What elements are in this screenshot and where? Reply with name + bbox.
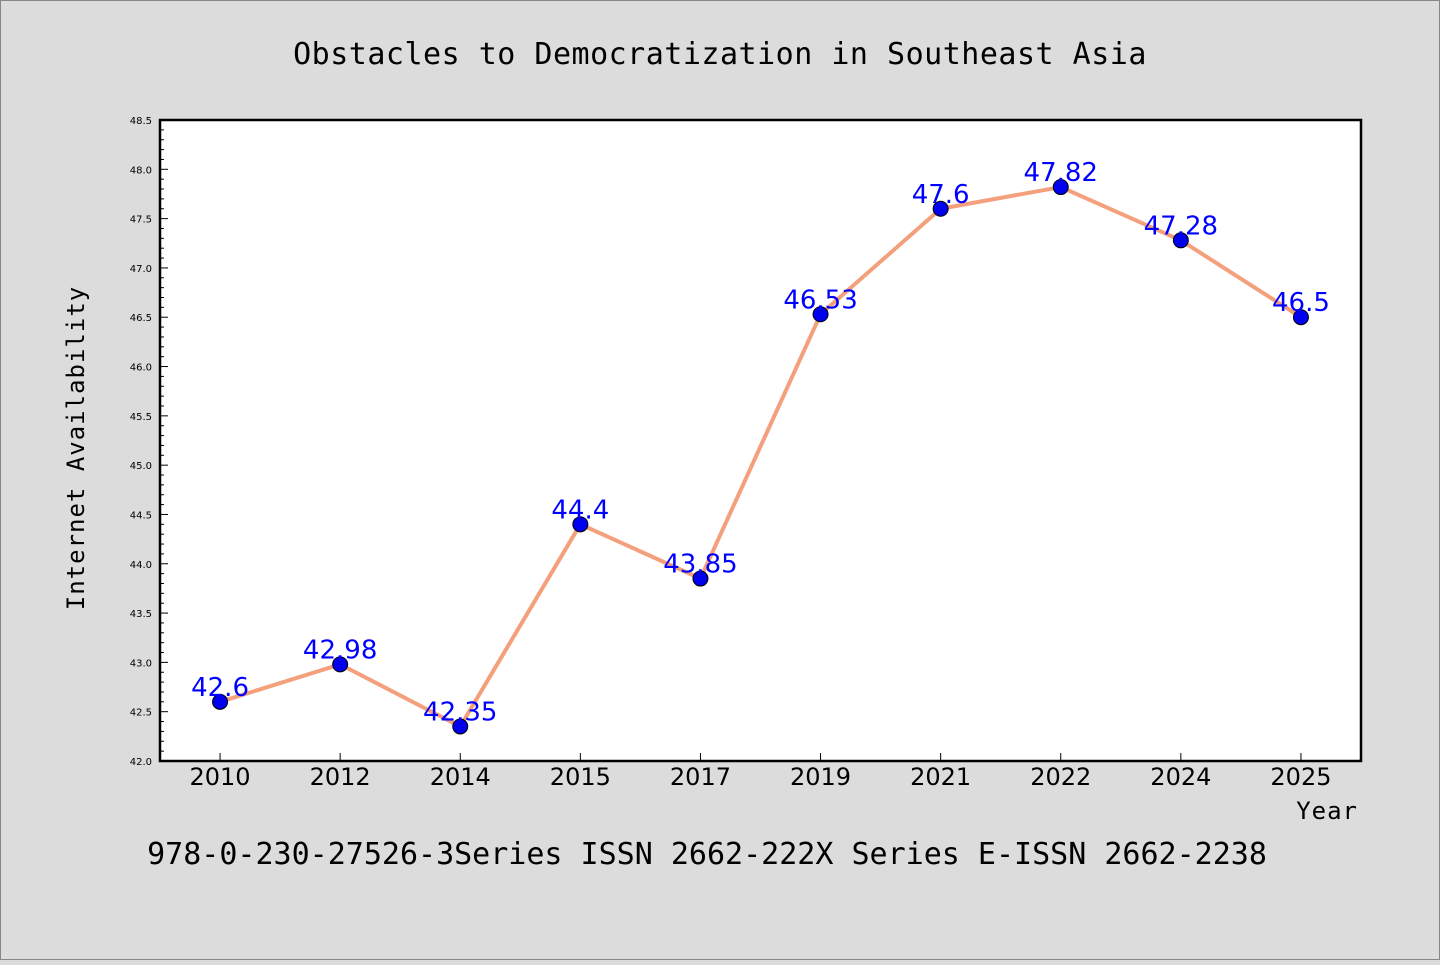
y-tick-label: 48.5 bbox=[130, 116, 152, 127]
y-tick-label: 46.0 bbox=[130, 363, 152, 374]
series-layer: 42.6 42.98 42.35 44.4 43.85 46.53 47.6 47.82 47.… bbox=[191, 158, 1330, 735]
y-tick-label: 47.5 bbox=[130, 215, 152, 226]
data-point bbox=[812, 306, 829, 323]
y-tick-label: 46.5 bbox=[130, 313, 152, 324]
x-tick-label: 2017 bbox=[670, 763, 731, 791]
x-tick-label: 2012 bbox=[310, 763, 371, 791]
data-point bbox=[332, 656, 349, 673]
data-label: 42.35 bbox=[423, 697, 497, 727]
y-axis: 42.0 42.5 43.0 43.5 44.0 44.5 45.0 45.5 46.0 46.5… bbox=[130, 116, 168, 768]
data-label: 46.53 bbox=[783, 285, 857, 315]
data-label: 42.98 bbox=[303, 635, 377, 665]
x-tick-label: 2014 bbox=[430, 763, 491, 791]
y-tick-label: 42.0 bbox=[130, 757, 152, 768]
data-label: 47.28 bbox=[1144, 211, 1218, 241]
x-axis-label: Year bbox=[1296, 797, 1358, 825]
data-point bbox=[932, 200, 949, 217]
data-point bbox=[1052, 179, 1069, 196]
y-tick-label: 43.5 bbox=[130, 609, 152, 620]
series-line bbox=[218, 185, 1303, 729]
x-tick-label: 2022 bbox=[1030, 763, 1091, 791]
y-tick-label: 42.5 bbox=[130, 708, 152, 719]
data-point bbox=[452, 718, 469, 735]
footer-text: 978-0-230-27526-3Series ISSN 2662-222X S… bbox=[147, 837, 1267, 872]
data-label: 47.6 bbox=[912, 180, 970, 210]
y-tick-label: 44.0 bbox=[130, 560, 152, 571]
data-point bbox=[1292, 309, 1309, 326]
data-point bbox=[572, 516, 589, 533]
y-tick-label: 45.5 bbox=[130, 412, 152, 423]
data-point bbox=[692, 570, 709, 587]
y-tick-label: 48.0 bbox=[130, 165, 152, 176]
x-tick-label: 2024 bbox=[1150, 763, 1211, 791]
y-tick-label: 44.5 bbox=[130, 510, 152, 521]
y-tick-label: 45.0 bbox=[130, 461, 152, 472]
x-tick-label: 2019 bbox=[790, 763, 851, 791]
data-label: 44.4 bbox=[551, 495, 609, 525]
y-tick-label: 47.0 bbox=[130, 264, 152, 275]
plot-area bbox=[160, 120, 1361, 761]
y-tick-label: 43.0 bbox=[130, 658, 152, 669]
data-point bbox=[212, 693, 229, 710]
x-tick-label: 2025 bbox=[1270, 763, 1331, 791]
y-axis-label: Internet Availability bbox=[62, 286, 90, 610]
x-axis: 2010 2012 2014 2015 2017 2019 2021 2022 2024 2025 bbox=[190, 753, 1331, 791]
data-label: 47.82 bbox=[1024, 158, 1098, 188]
data-label: 46.5 bbox=[1272, 288, 1330, 318]
x-tick-label: 2010 bbox=[190, 763, 251, 791]
plot-frame bbox=[158, 118, 1363, 763]
data-label: 43.85 bbox=[663, 550, 737, 580]
data-label: 42.6 bbox=[191, 673, 249, 703]
data-point bbox=[1172, 232, 1189, 249]
x-tick-label: 2015 bbox=[550, 763, 611, 791]
x-tick-label: 2021 bbox=[910, 763, 971, 791]
chart-title: Obstacles to Democratization in Southeas… bbox=[293, 37, 1147, 72]
